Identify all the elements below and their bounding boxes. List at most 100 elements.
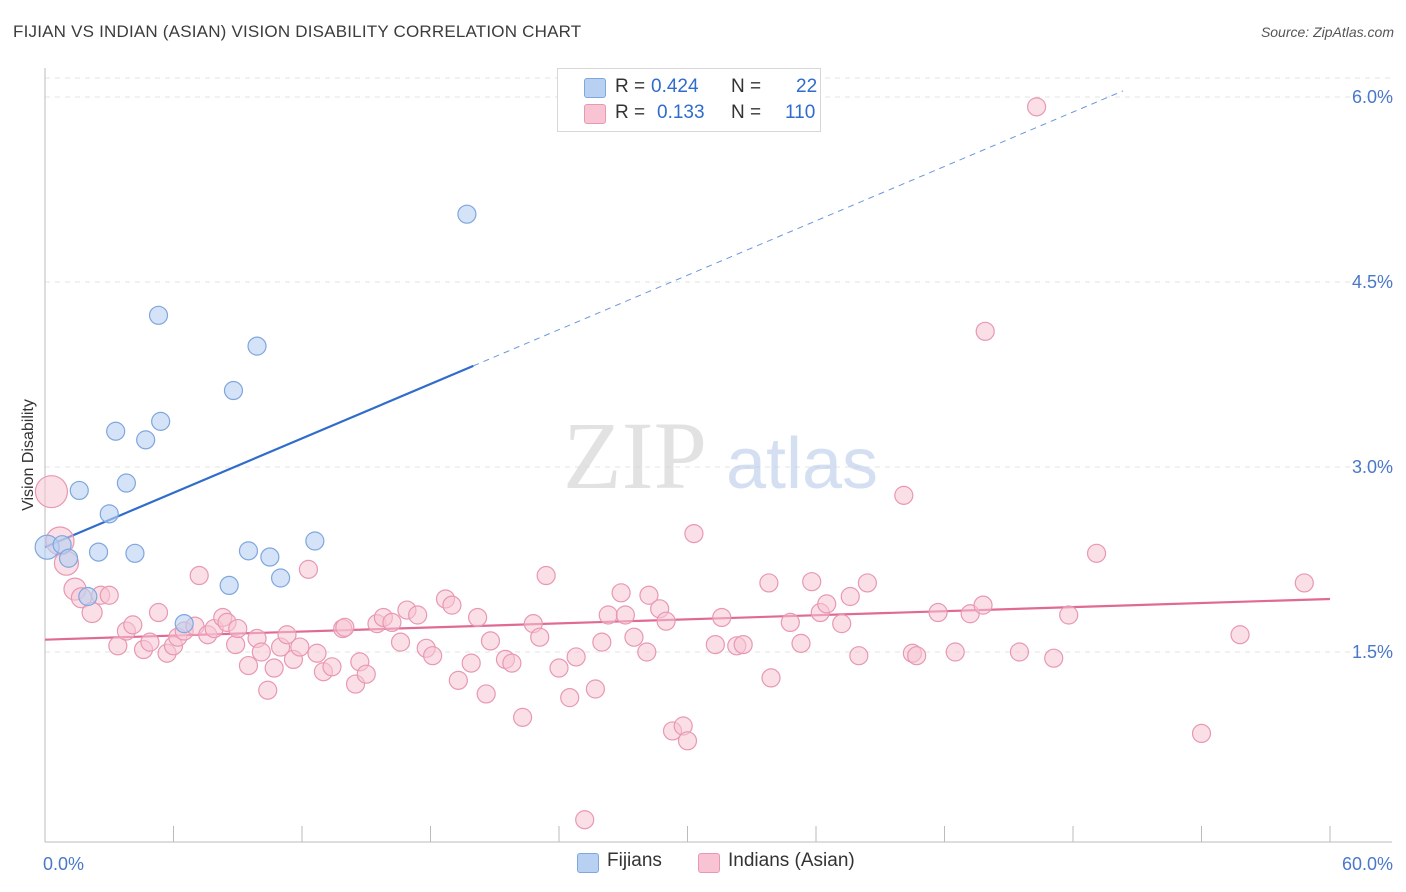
indian-point (575, 810, 595, 830)
indian-point (585, 679, 606, 699)
y-tick-label: 6.0% (1352, 87, 1393, 107)
bottom-legend-indians-label: Indians (Asian) (728, 850, 855, 871)
indians-swatch (698, 853, 720, 873)
indian-point (761, 668, 781, 688)
indian-point (34, 475, 69, 509)
indian-point (1191, 723, 1212, 744)
indian-point (468, 607, 488, 628)
indian-point (549, 658, 569, 678)
indian-point (677, 731, 698, 751)
legend-r-label: R = (615, 102, 646, 123)
indian-point (598, 605, 618, 625)
legend-n-label: N = (731, 76, 762, 97)
indian-point (512, 707, 533, 727)
indian-point (476, 684, 496, 704)
fijian-trend-extension (473, 90, 1124, 367)
y-tick-label: 1.5% (1352, 642, 1393, 662)
legend-n-value: 110 (785, 102, 816, 123)
y-tick-label: 4.5% (1352, 272, 1393, 292)
indian-point (656, 611, 676, 631)
watermark-zip: ZIP (563, 402, 707, 509)
indian-point (945, 642, 965, 662)
x-tick-label: 0.0% (43, 854, 84, 874)
fijian-point (106, 421, 126, 441)
legend-r-value: 0.133 (657, 102, 705, 123)
y-axis-label: Vision Disability (20, 399, 37, 511)
indian-point (448, 670, 468, 690)
indian-point (975, 321, 995, 341)
fijian-point (125, 543, 145, 563)
indian-point (624, 627, 644, 647)
indian-point (1230, 625, 1250, 645)
indian-point (140, 632, 160, 652)
indian-point (228, 618, 248, 639)
indian-point (226, 634, 246, 655)
fijian-point (88, 542, 109, 562)
indian-point (611, 583, 631, 603)
indian-point (480, 631, 501, 651)
grid (45, 77, 1392, 653)
indian-point (148, 602, 169, 623)
fijian-point (270, 568, 291, 588)
indian-point (307, 643, 327, 663)
indian-point (322, 657, 342, 677)
watermark-atlas: atlas (726, 424, 878, 504)
fijian-point (151, 411, 171, 431)
indian-point (335, 617, 355, 637)
indian-point (639, 585, 659, 605)
fijian-point (174, 614, 194, 634)
tick-labels: 1.5% 3.0% 4.5% 6.0% 0.0% 60.0% (43, 87, 1393, 874)
indian-point (123, 615, 143, 635)
stats-legend: R = 0.424 N = 22 R = 0.133 N = 110 (557, 68, 821, 132)
indian-point (928, 602, 948, 623)
indian-point (802, 572, 822, 592)
bottom-legend-fijians-label: Fijians (607, 850, 662, 871)
indian-point (461, 653, 481, 673)
fijian-point (99, 504, 119, 524)
trend-lines (44, 90, 1331, 641)
fijian-point (148, 305, 169, 325)
indian-point (442, 595, 462, 615)
indian-point (277, 625, 297, 645)
indian-point (238, 655, 259, 676)
fijian-point (69, 480, 89, 501)
fijian-point (223, 380, 244, 401)
indians-swatch (584, 104, 606, 124)
indian-point (390, 632, 411, 652)
chart-title: FIJIAN VS INDIAN (ASIAN) VISION DISABILI… (13, 22, 582, 41)
indian-point (1086, 543, 1107, 563)
indian-point (684, 523, 704, 544)
indian-point (907, 646, 927, 666)
fijian-point (305, 531, 325, 551)
indian-point (1059, 605, 1079, 625)
indian-point (423, 646, 443, 666)
fijian-point (457, 204, 477, 224)
indian-point (356, 664, 376, 684)
legend-n-label: N = (731, 102, 762, 123)
indian-point (791, 633, 811, 653)
indian-point (780, 612, 800, 633)
indian-point (832, 614, 852, 634)
indian-point (1044, 648, 1064, 668)
indian-point (251, 642, 271, 662)
indian-point (1294, 573, 1314, 593)
indian-point (566, 647, 586, 667)
indian-point (712, 607, 732, 628)
indian-point (264, 658, 284, 678)
watermark: ZIP atlas (563, 402, 878, 509)
indian-point (894, 485, 914, 505)
indian-point (1009, 642, 1030, 662)
indian-point (615, 605, 635, 625)
indian-point (290, 637, 310, 657)
indian-point (189, 565, 209, 586)
indian-point (1026, 97, 1047, 117)
fijians-swatch (584, 78, 606, 98)
indian-point (705, 634, 725, 655)
fijian-point (247, 336, 267, 356)
fijian-point (238, 541, 259, 561)
indian-point (108, 636, 128, 656)
indian-point (849, 646, 869, 666)
indian-point (258, 680, 278, 700)
fijian-point (78, 586, 98, 607)
